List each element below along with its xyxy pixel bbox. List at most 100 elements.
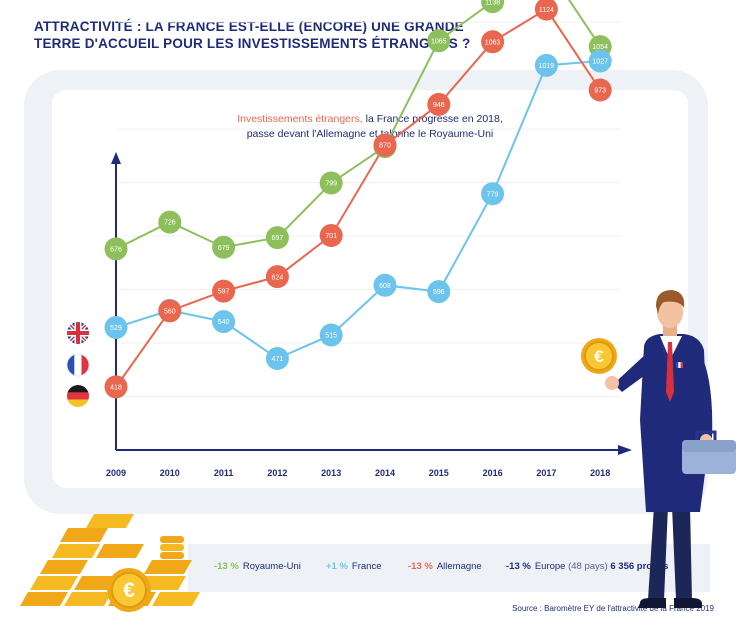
data-point: 946 xyxy=(427,92,451,116)
data-point: 529 xyxy=(104,315,128,339)
data-label: 608 xyxy=(379,283,391,290)
data-point: 973 xyxy=(588,78,612,102)
data-label: 1138 xyxy=(485,0,500,6)
data-point-marker xyxy=(319,223,343,247)
legend-item-uk: -13 % Royaume-Uni xyxy=(214,561,301,572)
data-point: 799 xyxy=(319,171,343,195)
legend-item-fr: +1 % France xyxy=(326,561,382,572)
svg-text:€: € xyxy=(123,579,135,602)
data-point-marker xyxy=(104,315,128,339)
data-label: 418 xyxy=(110,384,122,391)
uk-flag-icon xyxy=(67,322,89,344)
data-label: 946 xyxy=(433,102,445,109)
data-label: 1065 xyxy=(431,38,447,45)
x-tick-label: 2013 xyxy=(321,468,341,478)
data-point-marker xyxy=(212,310,236,334)
data-point: 676 xyxy=(104,237,128,261)
briefcase-icon xyxy=(682,430,736,474)
x-tick-label: 2014 xyxy=(375,468,395,478)
data-point: 515 xyxy=(319,323,343,347)
data-point-marker xyxy=(104,375,128,399)
data-point-marker xyxy=(373,273,397,297)
data-point: 1027 xyxy=(588,49,612,73)
legend-fr-pct: +1 % xyxy=(326,561,348,572)
data-label: 679 xyxy=(218,245,230,252)
x-tick-label: 2011 xyxy=(214,468,234,478)
data-point-marker xyxy=(265,347,289,371)
data-point: 608 xyxy=(373,273,397,297)
data-label: 676 xyxy=(110,246,122,253)
gridlines xyxy=(118,21,620,397)
legend-eu-label: Europe xyxy=(534,561,566,572)
data-label: 697 xyxy=(272,235,284,242)
data-point: 596 xyxy=(427,280,451,304)
gold-bars-illustration: € xyxy=(20,514,200,612)
data-label: 560 xyxy=(164,309,176,316)
data-point-marker xyxy=(427,29,451,53)
data-point-marker xyxy=(481,30,505,54)
data-point-marker xyxy=(265,226,289,250)
series-line xyxy=(115,0,602,250)
data-label: 597 xyxy=(218,289,230,296)
data-point-marker xyxy=(373,133,397,157)
legend-eu-pct: -13 % xyxy=(506,561,531,572)
data-point-marker xyxy=(534,53,558,77)
data-point-marker xyxy=(481,182,505,206)
legend-eu-detail: (48 pays) xyxy=(568,561,608,572)
x-axis-arrow xyxy=(618,445,632,455)
data-point: 540 xyxy=(212,310,236,334)
data-point-marker xyxy=(158,299,182,323)
data-point: 1019 xyxy=(534,53,558,77)
data-point: 1065 xyxy=(427,29,451,53)
data-point: 701 xyxy=(319,223,343,247)
data-point: 597 xyxy=(212,279,236,303)
title-line-1: ATTRACTIVITÉ : LA FRANCE EST-ELLE (ENCOR… xyxy=(34,19,464,34)
data-label: 1027 xyxy=(592,59,608,66)
data-point: 779 xyxy=(481,182,505,206)
data-point: 697 xyxy=(265,226,289,250)
chart-subtitle: Investissements étrangers, la France pro… xyxy=(180,112,560,142)
x-tick-label: 2010 xyxy=(160,468,180,478)
data-label: 1019 xyxy=(539,63,555,70)
france-flag-icon xyxy=(66,353,90,377)
data-point: 1063 xyxy=(481,30,505,54)
y-axis-arrow xyxy=(111,152,121,164)
data-label: 529 xyxy=(110,325,122,332)
legend-item-eu: -13 % Europe (48 pays) 6 356 projets xyxy=(506,561,668,572)
data-label: 596 xyxy=(433,289,445,296)
data-point-marker xyxy=(588,78,612,102)
data-point: 1124 xyxy=(534,0,558,21)
data-label: 799 xyxy=(325,181,337,188)
data-point: 471 xyxy=(265,347,289,371)
data-label: 870 xyxy=(379,143,391,150)
data-point: 624 xyxy=(265,265,289,289)
legend-de-label: Allemagne xyxy=(436,561,482,572)
x-tick-label: 2018 xyxy=(590,468,610,478)
legend-bar: -13 % Royaume-Uni +1 % France -13 % Allemag… xyxy=(188,544,710,592)
page-title: ATTRACTIVITÉ : LA FRANCE EST-ELLE (ENCOR… xyxy=(34,18,554,52)
data-label: 779 xyxy=(487,191,499,198)
series-line xyxy=(115,60,601,360)
legend-eu-total: 6 356 projets xyxy=(610,561,669,572)
title-line-2: TERRE D'ACCUEIL POUR LES INVESTISSEMENTS… xyxy=(34,36,471,51)
x-tick-label: 2009 xyxy=(106,468,126,478)
legend-uk-label: Royaume-Uni xyxy=(242,561,301,572)
data-point: 418 xyxy=(104,375,128,399)
data-point-marker xyxy=(588,49,612,73)
data-point: 1138 xyxy=(481,0,505,14)
data-point: 726 xyxy=(158,210,182,234)
series-lines xyxy=(115,0,602,388)
data-label: 515 xyxy=(325,333,337,340)
data-point-marker xyxy=(104,237,128,261)
data-point-marker xyxy=(427,280,451,304)
x-tick-label: 2016 xyxy=(483,468,503,478)
data-point-marker xyxy=(481,0,505,14)
data-point-marker xyxy=(265,265,289,289)
legend-item-de: -13 % Allemagne xyxy=(408,561,482,572)
euro-coin-icon: € xyxy=(581,338,617,374)
data-point-marker xyxy=(319,323,343,347)
subtitle-highlight: Investissements étrangers, xyxy=(237,113,363,125)
subtitle-line-2: passe devant l'Allemagne et talonne le R… xyxy=(246,128,494,140)
data-point-marker xyxy=(212,279,236,303)
source-note: Source : Baromètre EY de l'attractivité … xyxy=(512,604,714,613)
